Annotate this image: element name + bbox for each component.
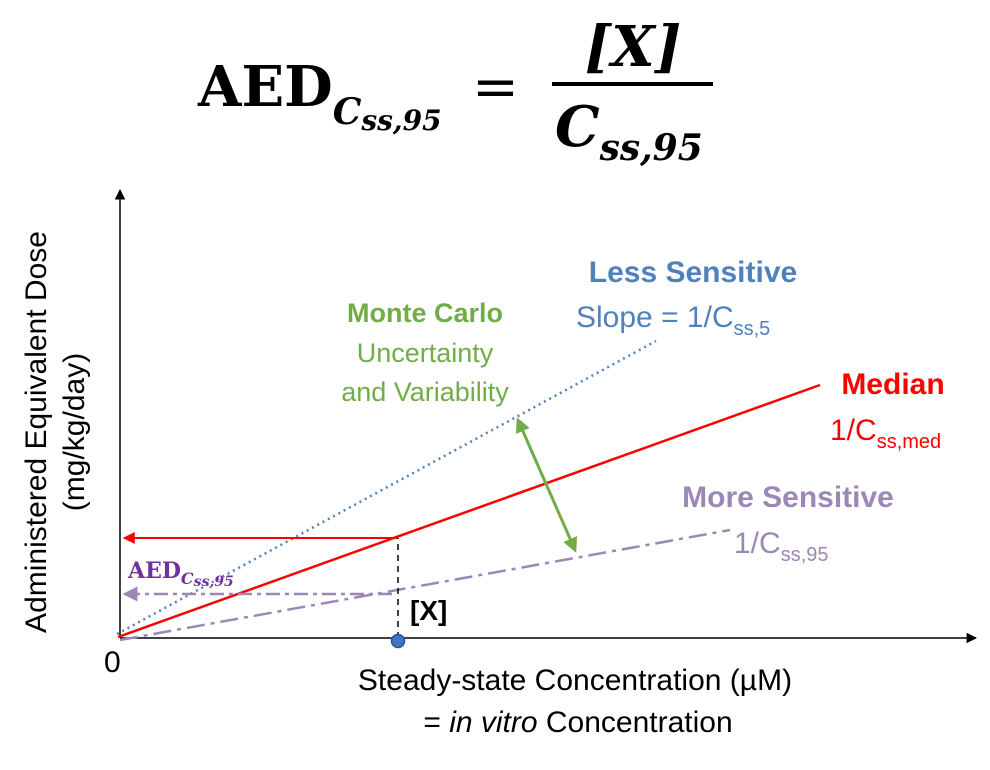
median-slope-prefix: 1/C <box>830 414 877 447</box>
y-axis-label: Administered Equivalent Dose (mg/kg/day) <box>20 231 91 633</box>
median-slope: 1/Css,med <box>830 414 941 453</box>
formula-lhs-main: AED <box>197 54 333 120</box>
svg-text:AEDCss,95: AEDCss,95 <box>197 54 442 137</box>
formula-numerator: [X] <box>585 14 681 80</box>
less-sensitive-title: Less Sensitive <box>589 256 797 289</box>
formula-lhs-sub: C <box>333 91 362 133</box>
aed-label-sub2: ss,95 <box>194 574 234 590</box>
x-axis-label-suffix: Concentration <box>538 706 733 739</box>
less-sensitive-slope: Slope = 1/Css,5 <box>576 301 770 340</box>
x-marker-label: [X] <box>410 595 447 626</box>
more-sensitive-line <box>119 528 731 642</box>
aed-label-main: AED <box>127 558 181 584</box>
more-sensitive-slope-prefix: 1/C <box>734 527 781 560</box>
monte-carlo-range-arrow <box>515 417 578 553</box>
origin-label: 0 <box>104 646 121 679</box>
formula-denominator-sub: ss,95 <box>599 127 703 169</box>
x-axis-label-line1: Steady-state Concentration (µM) <box>358 664 792 697</box>
x-concentration-point <box>390 633 406 649</box>
x-axis-label-line2: = in vitro Concentration <box>423 706 732 739</box>
less-sensitive-slope-prefix: Slope = 1/C <box>576 301 734 334</box>
monte-carlo-line3: and Variability <box>341 377 509 407</box>
monte-carlo-title: Monte Carlo <box>347 298 503 328</box>
svg-text:Css,95: Css,95 <box>555 94 703 169</box>
more-sensitive-title: More Sensitive <box>682 481 894 514</box>
aed-css95-label: AEDCss,95 <box>127 558 234 590</box>
less-sensitive-line <box>116 339 657 636</box>
y-axis-label-line2: (mg/kg/day) <box>58 353 91 511</box>
formula-lhs-sub2: ss,95 <box>360 104 441 137</box>
median-line <box>117 383 821 639</box>
x-axis-label-prefix: = <box>423 706 449 739</box>
less-sensitive-slope-sub: ss,5 <box>734 318 771 340</box>
x-axis-label-italic: in vitro <box>449 706 537 739</box>
formula-denominator-main: C <box>555 94 600 160</box>
y-axis-label-line1: Administered Equivalent Dose <box>20 231 53 633</box>
median-slope-sub: ss,med <box>877 431 941 453</box>
median-title: Median <box>841 368 944 401</box>
more-sensitive-slope-sub: ss,95 <box>781 544 829 566</box>
monte-carlo-line2: Uncertainty <box>357 338 494 368</box>
formula-equals: = <box>472 55 519 120</box>
aed-label-sub: C <box>181 569 194 588</box>
more-sensitive-slope: 1/Css,95 <box>734 527 829 566</box>
formula: AEDCss,95 = [X] Css,95 <box>197 14 713 169</box>
